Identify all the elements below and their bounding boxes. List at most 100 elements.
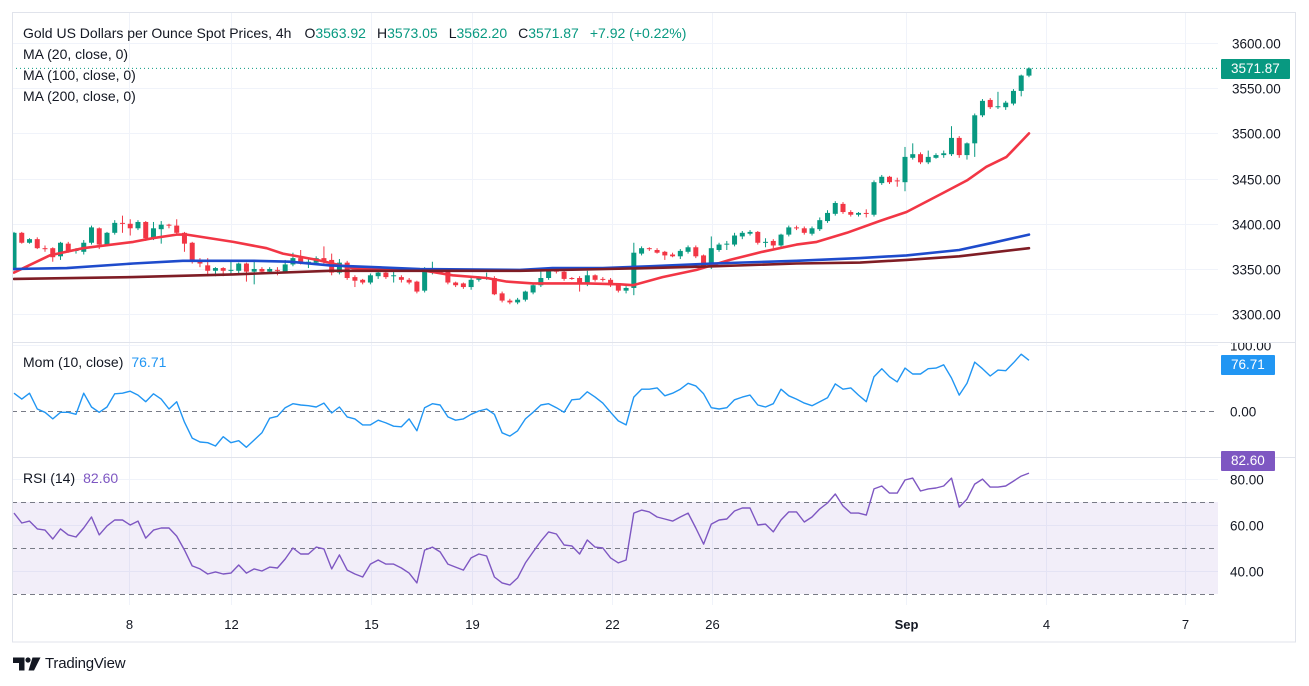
candle xyxy=(685,245,691,254)
change-value: +7.92 (+0.22%) xyxy=(589,25,687,41)
rsi-tick-label: 60.00 xyxy=(1230,519,1264,534)
candle-body xyxy=(708,248,714,268)
low-value: L3562.20 xyxy=(449,25,507,41)
candle-body xyxy=(615,285,621,291)
candle xyxy=(670,252,676,258)
candle-body xyxy=(251,268,257,272)
candle xyxy=(739,231,745,240)
moving-average-line-1 xyxy=(12,233,1031,272)
candle xyxy=(561,270,567,281)
legend-ma200[interactable]: MA (200, close, 0) xyxy=(23,88,136,104)
symbol-title[interactable]: Gold US Dollars per Ounce Spot Prices, 4… xyxy=(23,25,292,41)
rsi-tick-label: 40.00 xyxy=(1230,565,1264,580)
candle xyxy=(88,225,94,245)
candle-body xyxy=(724,243,730,245)
candle-body xyxy=(220,268,226,271)
time-tick-label: 7 xyxy=(1182,617,1189,632)
legend-ma100[interactable]: MA (100, close, 0) xyxy=(23,67,136,83)
candle-body xyxy=(282,264,288,272)
price-tick-label: 3400.00 xyxy=(1232,218,1281,233)
candle xyxy=(778,233,784,248)
momentum-value: 76.71 xyxy=(131,354,167,370)
price-tick-label: 3600.00 xyxy=(1232,37,1281,52)
candle-body xyxy=(685,247,691,252)
candle xyxy=(414,280,420,294)
candle-body xyxy=(546,269,552,279)
last-price-label: 3571.87 xyxy=(1221,59,1290,79)
candle-body xyxy=(701,255,707,267)
candle-body xyxy=(491,278,497,295)
candle-body xyxy=(119,222,125,224)
candle xyxy=(119,215,125,233)
candle-body xyxy=(693,247,699,257)
candle xyxy=(995,91,1001,109)
momentum-line xyxy=(13,353,1030,448)
candle xyxy=(383,270,389,279)
candle xyxy=(1010,89,1016,106)
momentum-axis[interactable]: 0.00 100.00 xyxy=(1230,339,1271,420)
rsi-title: RSI (14) xyxy=(23,470,76,486)
candle xyxy=(786,225,792,237)
candle-body xyxy=(592,275,598,280)
candle xyxy=(499,291,505,303)
rsi-line xyxy=(13,472,1030,586)
price-pane[interactable] xyxy=(12,67,1218,305)
momentum-pane[interactable] xyxy=(12,353,1218,448)
legend-ma20[interactable]: MA (20, close, 0) xyxy=(23,46,129,62)
candle xyxy=(716,242,722,252)
candle xyxy=(825,210,831,223)
rsi-pane[interactable] xyxy=(12,472,1218,595)
open-label: O xyxy=(304,25,316,41)
candle-body xyxy=(995,106,1001,108)
high-label: H xyxy=(376,25,388,41)
candle-body xyxy=(1018,75,1024,91)
tradingview-name: TradingView xyxy=(45,655,126,672)
candle xyxy=(127,219,133,236)
candle xyxy=(27,238,33,244)
candle xyxy=(1026,67,1032,78)
candle xyxy=(654,248,660,254)
candle-body xyxy=(499,293,505,301)
chart-frame xyxy=(12,12,1296,643)
candle-body xyxy=(879,176,885,184)
tradingview-logo-icon xyxy=(13,656,41,670)
close-label: C xyxy=(518,25,529,41)
candle-body xyxy=(561,271,567,279)
legend-rsi[interactable]: RSI (14) 82.60 xyxy=(23,470,118,486)
candle xyxy=(724,240,730,250)
candle-body xyxy=(42,248,48,250)
candle-body xyxy=(1003,102,1009,108)
candle-body xyxy=(677,250,683,257)
time-axis[interactable]: 8 12 15 19 22 26 Sep 4 7 xyxy=(126,617,1189,632)
candle xyxy=(646,247,652,251)
candle-body xyxy=(236,263,242,271)
candle xyxy=(174,219,180,234)
candle-body xyxy=(972,115,978,144)
legend-momentum[interactable]: Mom (10, close) 76.71 xyxy=(23,354,166,370)
open-number: 3563.92 xyxy=(315,25,366,41)
candle xyxy=(197,258,203,268)
candle xyxy=(375,271,381,279)
candle xyxy=(515,297,521,305)
price-tick-label: 3500.00 xyxy=(1232,127,1281,142)
candle-body xyxy=(623,287,629,291)
rsi-axis[interactable]: 40.00 60.00 80.00 xyxy=(1230,473,1264,580)
price-tick-label: 3450.00 xyxy=(1232,173,1281,188)
candle xyxy=(530,284,536,295)
candle-body xyxy=(856,212,862,215)
candle-body xyxy=(755,231,761,243)
tradingview-branding[interactable]: TradingView xyxy=(13,655,126,672)
price-axis[interactable]: 3300.00 3350.00 3400.00 3450.00 3500.00 3550.… xyxy=(1232,37,1281,323)
candle-body xyxy=(600,278,606,280)
candle-body xyxy=(538,278,544,286)
candle xyxy=(763,238,769,248)
close-value: C3571.87 xyxy=(518,25,579,41)
candle-body xyxy=(460,283,466,288)
candle-body xyxy=(476,278,482,280)
candle-body xyxy=(34,239,40,249)
candle-body xyxy=(243,263,249,272)
high-number: 3573.05 xyxy=(387,25,438,41)
candle xyxy=(956,136,962,158)
candle xyxy=(747,230,753,236)
